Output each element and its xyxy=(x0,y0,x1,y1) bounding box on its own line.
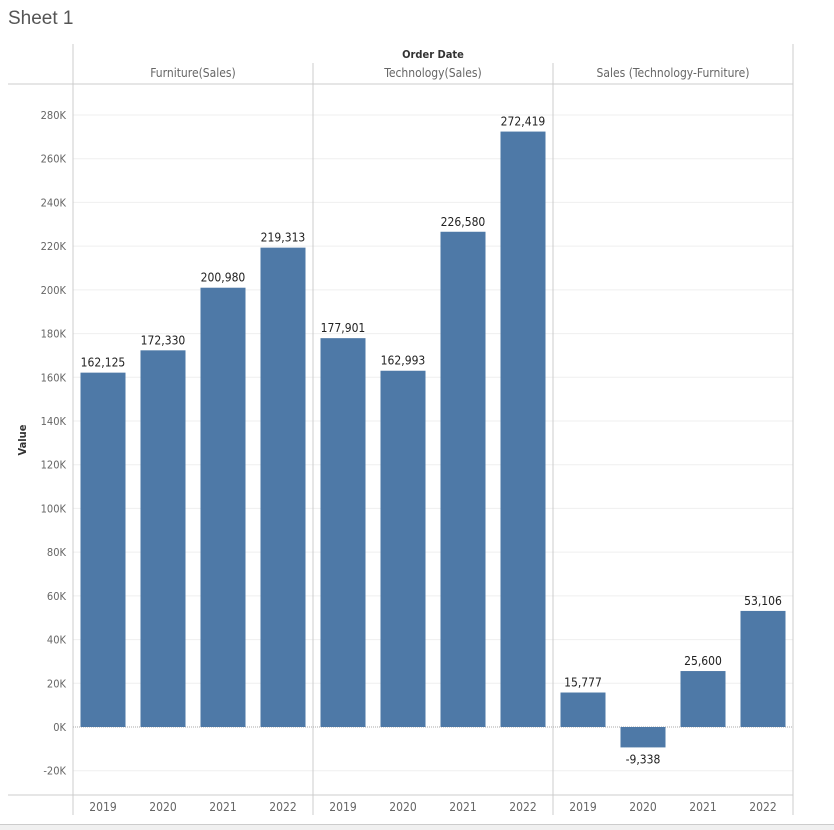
y-tick-label: 40K xyxy=(47,634,67,647)
pane-header: Technology(Sales) xyxy=(383,66,481,80)
data-label: 226,580 xyxy=(441,215,486,229)
bar xyxy=(680,671,726,727)
bar xyxy=(320,338,366,727)
x-tick-label: 2021 xyxy=(689,800,716,814)
y-tick-label: 220K xyxy=(41,240,67,253)
x-tick-label: 2022 xyxy=(509,800,536,814)
y-tick-label: 80K xyxy=(47,546,67,559)
bar xyxy=(440,231,486,727)
data-label: 25,600 xyxy=(684,654,722,668)
x-tick-label: 2020 xyxy=(149,800,177,814)
x-tick-label: 2020 xyxy=(389,800,417,814)
x-tick-label: 2022 xyxy=(269,800,296,814)
bar xyxy=(500,131,546,728)
x-tick-label: 2019 xyxy=(89,800,117,814)
data-label: 15,777 xyxy=(564,676,602,690)
bar xyxy=(80,372,126,727)
data-label: -9,338 xyxy=(626,752,661,766)
bar xyxy=(140,350,186,727)
x-tick-label: 2022 xyxy=(749,800,776,814)
bar xyxy=(740,610,786,727)
data-label: 177,901 xyxy=(321,321,366,335)
y-tick-label: 60K xyxy=(47,590,67,603)
bar xyxy=(380,370,426,727)
x-tick-label: 2021 xyxy=(449,800,476,814)
y-tick-label: 240K xyxy=(41,196,67,209)
y-tick-label: 200K xyxy=(41,284,67,297)
y-tick-label: 120K xyxy=(41,459,67,472)
data-label: 200,980 xyxy=(201,271,246,285)
x-tick-label: 2019 xyxy=(329,800,357,814)
bar xyxy=(560,692,606,727)
y-tick-label: 100K xyxy=(41,502,67,515)
y-tick-label: 180K xyxy=(41,328,67,341)
data-label: 53,106 xyxy=(744,594,782,608)
y-tick-label: -20K xyxy=(43,765,66,778)
y-tick-label: 0K xyxy=(53,721,66,734)
y-tick-label: 280K xyxy=(41,109,67,122)
y-tick-label: 160K xyxy=(41,371,67,384)
y-tick-label: 260K xyxy=(41,153,67,166)
x-tick-label: 2021 xyxy=(209,800,236,814)
data-label: 172,330 xyxy=(141,333,186,347)
bar xyxy=(200,287,246,727)
bar xyxy=(620,727,666,748)
pane-header: Furniture(Sales) xyxy=(150,66,236,80)
y-tick-label: 140K xyxy=(41,415,67,428)
bar xyxy=(260,247,306,727)
x-tick-label: 2019 xyxy=(569,800,597,814)
bottom-scrollbar[interactable] xyxy=(0,824,834,830)
column-header: Order Date xyxy=(402,48,464,61)
data-label: 162,125 xyxy=(81,356,126,370)
pane-header: Sales (Technology-Furniture) xyxy=(597,66,750,80)
y-tick-label: 20K xyxy=(47,677,67,690)
sheet-title: Sheet 1 xyxy=(8,8,74,29)
data-label: 272,419 xyxy=(501,115,546,129)
x-tick-label: 2020 xyxy=(629,800,657,814)
data-label: 162,993 xyxy=(381,354,426,368)
data-label: 219,313 xyxy=(261,231,306,245)
y-axis-title: Value xyxy=(16,424,29,455)
